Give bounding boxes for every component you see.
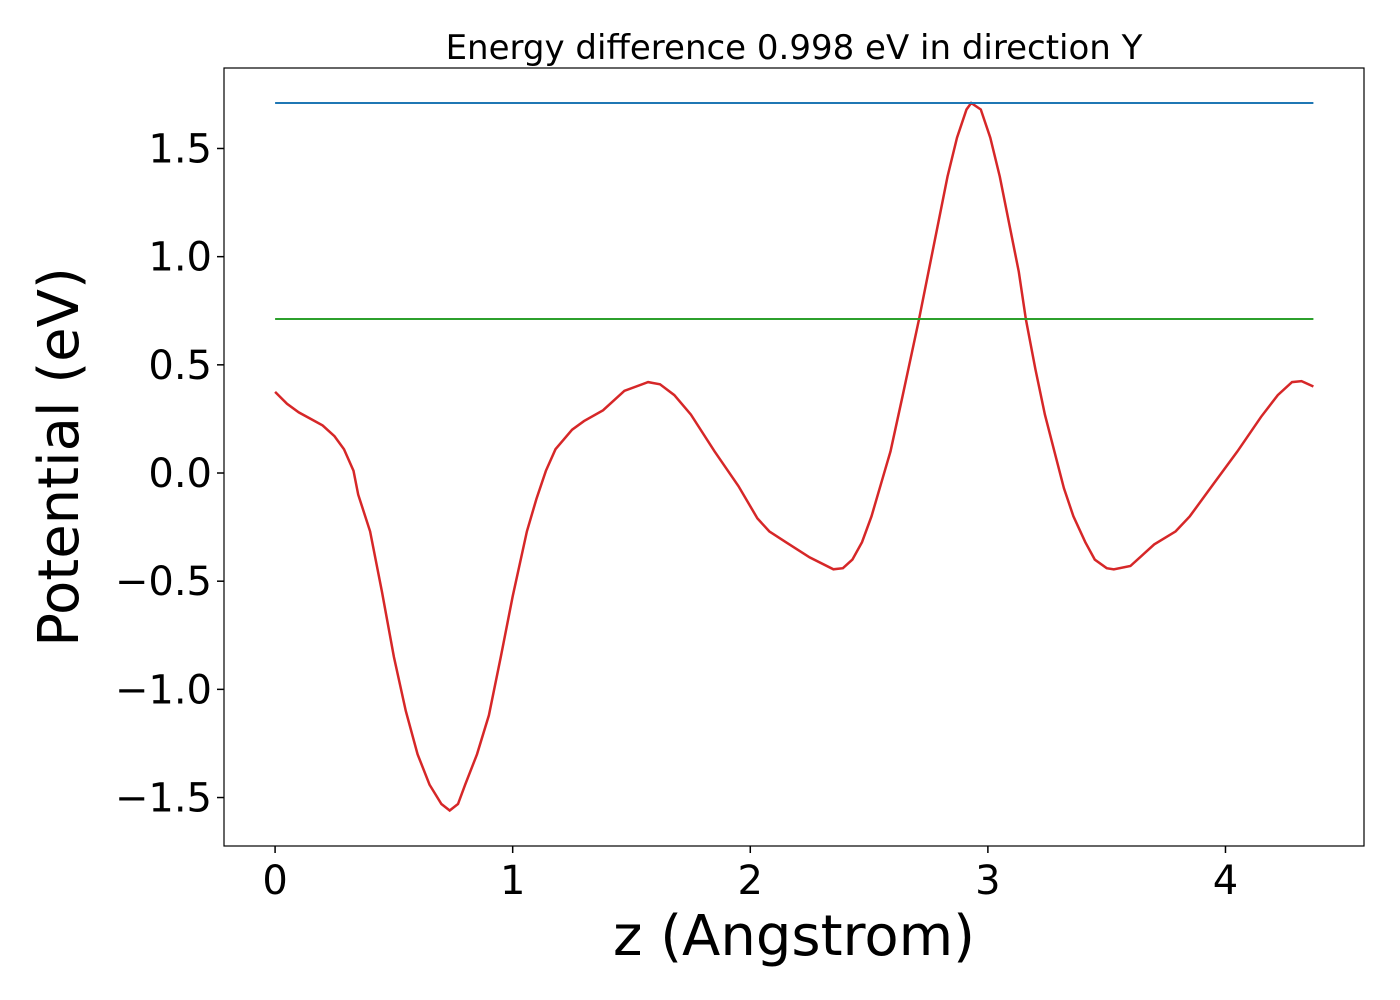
plot-frame xyxy=(223,67,1365,847)
y-tick-label: 0.0 xyxy=(148,451,212,497)
y-tick-label: −0.5 xyxy=(115,559,212,605)
x-tick-label: 0 xyxy=(262,858,287,904)
y-tick-label: 0.5 xyxy=(148,343,212,389)
y-tick-label: 1.5 xyxy=(148,126,212,172)
y-tick-label: −1.5 xyxy=(115,776,212,822)
x-tick-label: 4 xyxy=(1213,858,1238,904)
y-tick-label: 1.0 xyxy=(148,235,212,281)
y-axis-label: Potential (eV) xyxy=(27,267,92,647)
chart-title: Energy difference 0.998 eV in direction … xyxy=(446,28,1143,68)
x-tick-label: 3 xyxy=(975,858,1000,904)
y-tick-label: −1.0 xyxy=(115,667,212,713)
line xyxy=(274,101,1314,813)
x-tick-label: 1 xyxy=(500,858,525,904)
x-tick-label: 2 xyxy=(738,858,763,904)
x-axis-label: z (Angstrom) xyxy=(613,904,975,969)
